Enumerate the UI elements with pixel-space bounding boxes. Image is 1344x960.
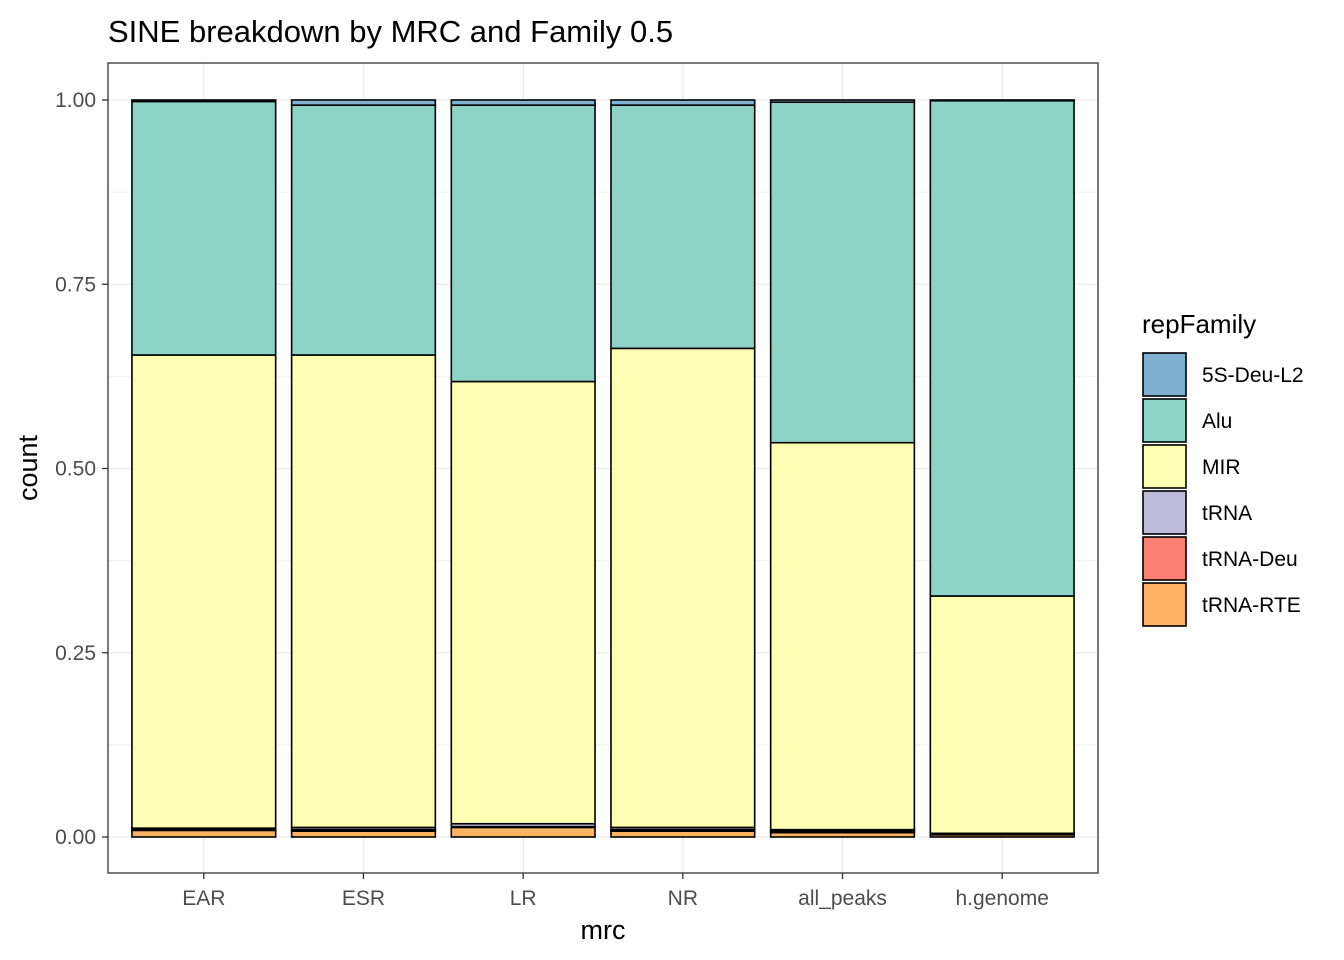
bar-segment	[131, 354, 277, 829]
bar-segment	[610, 104, 756, 350]
legend: repFamily 5S-Deu-L2 Alu MIR tRNA tRNA-Deu tRN…	[1142, 309, 1304, 627]
y-tick-label: 1.00	[55, 89, 96, 112]
legend-label: 5S-Deu-L2	[1202, 364, 1304, 387]
bar-stack	[450, 99, 596, 838]
x-tick-label: all_peaks	[798, 887, 887, 910]
bar-segment	[769, 99, 916, 104]
stacked-bars	[131, 99, 1075, 838]
bar-segment	[769, 101, 916, 444]
bar-segment	[450, 99, 596, 106]
legend-key	[1142, 582, 1187, 627]
x-tick-label: NR	[668, 887, 698, 910]
bar-segment	[769, 441, 916, 831]
x-axis-title: mrc	[581, 915, 626, 945]
bar-segment	[610, 99, 756, 106]
bar-segment	[929, 595, 1075, 835]
legend-title: repFamily	[1142, 309, 1256, 339]
legend-label: tRNA-RTE	[1202, 594, 1301, 617]
legend-label: tRNA-Deu	[1202, 548, 1298, 571]
x-tick-label: h.genome	[955, 887, 1048, 910]
legend-label: Alu	[1202, 410, 1232, 433]
bar-segment	[610, 830, 756, 838]
legend-item: MIR	[1142, 444, 1241, 489]
legend-key	[1142, 352, 1187, 397]
legend-item: tRNA-RTE	[1142, 582, 1301, 627]
y-tick-label: 0.75	[55, 273, 96, 296]
y-axis-title: count	[13, 434, 43, 501]
legend-item: Alu	[1142, 398, 1232, 443]
bar-segment	[450, 826, 596, 838]
bar-stack	[131, 99, 277, 838]
bar-segment	[610, 347, 756, 829]
bar-segment	[290, 830, 437, 838]
bar-stack	[769, 99, 916, 838]
legend-key	[1142, 536, 1187, 581]
legend-key	[1142, 398, 1187, 443]
plot-panel	[107, 62, 1099, 874]
bar-segment	[131, 829, 277, 838]
legend-label: tRNA	[1202, 502, 1252, 525]
legend-item: tRNA	[1142, 490, 1252, 535]
legend-items: 5S-Deu-L2 Alu MIR tRNA tRNA-Deu tRNA-RTE	[1142, 352, 1304, 627]
bar-segment	[929, 99, 1075, 597]
x-tick-label: LR	[510, 887, 537, 910]
bar-segment	[290, 99, 437, 106]
x-tick-label: ESR	[342, 887, 385, 910]
bar-stack	[610, 99, 756, 838]
bar-segment	[929, 99, 1075, 102]
legend-item: 5S-Deu-L2	[1142, 352, 1304, 397]
bar-segment	[450, 380, 596, 825]
bar-segment	[290, 354, 437, 829]
chart-title: SINE breakdown by MRC and Family 0.5	[108, 14, 673, 49]
bar-segment	[131, 100, 277, 356]
y-tick-label: 0.25	[55, 642, 96, 665]
legend-item: tRNA-Deu	[1142, 536, 1298, 581]
x-tick-label: EAR	[182, 887, 225, 910]
bar-segment	[131, 99, 277, 103]
legend-label: MIR	[1202, 456, 1241, 479]
x-axis: EAR ESR LR NR all_peaks h.genome	[182, 873, 1049, 910]
bar-stack	[290, 99, 437, 838]
bar-segment	[290, 104, 437, 356]
y-axis: 0.00 0.25 0.50 0.75 1.00	[55, 89, 108, 849]
bar-stack	[929, 99, 1075, 838]
legend-key	[1142, 444, 1187, 489]
bar-segment	[450, 104, 596, 383]
y-tick-label: 0.00	[55, 826, 96, 849]
y-tick-label: 0.50	[55, 458, 96, 481]
legend-key	[1142, 490, 1187, 535]
